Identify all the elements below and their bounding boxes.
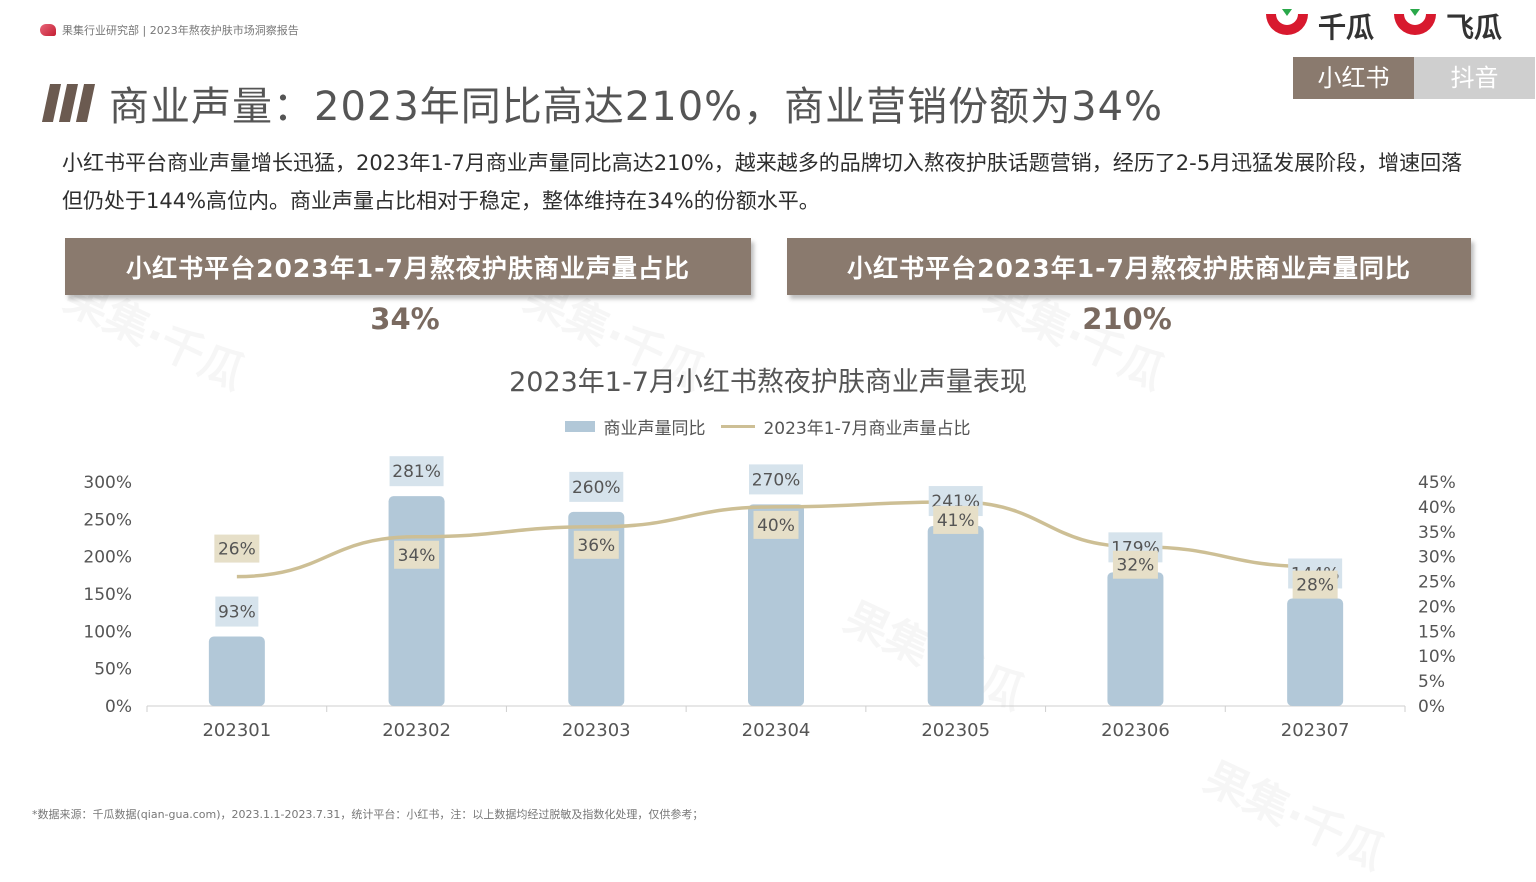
bar-label-bg — [215, 596, 259, 627]
y-right-tick-label: 25% — [1418, 573, 1456, 593]
combo-chart: 0% 50% 100% 150% 200% 250% 300% 0% 5% 10% 15% 20% 25… — [83, 456, 1456, 741]
feigua-logo-text: 飞瓜 — [1445, 11, 1502, 44]
y-left-tick-label: 0% — [105, 697, 132, 717]
bar — [1107, 572, 1164, 706]
bar-value-label: 270% — [752, 470, 801, 490]
bar — [388, 496, 445, 706]
chart-legend: 商业声量同比 2023年1-7月商业声量占比 — [0, 414, 1536, 439]
y-right-tick-label: 45% — [1418, 473, 1456, 493]
legend-line-swatch — [721, 425, 756, 428]
y-left-tick-label: 100% — [83, 622, 132, 642]
line-label-bg — [394, 540, 440, 569]
x-tick-label: 202305 — [921, 720, 990, 741]
line-value-label: 32% — [1117, 556, 1155, 576]
y-right-tick-label: 15% — [1418, 622, 1456, 642]
kpi-value-yoy: 210% — [1082, 302, 1172, 336]
breadcrumb-text: 果集行业研究部 | 2023年熬夜护肤市场洞察报告 — [62, 24, 299, 37]
kpi-value-share: 34% — [370, 302, 440, 336]
platform-tabs: 小红书 抖音 — [1293, 57, 1535, 99]
line-value-label: 34% — [398, 546, 436, 566]
bar-value-label: 260% — [572, 478, 621, 498]
y-right-tick-label: 40% — [1418, 498, 1456, 518]
line-value-label: 41% — [937, 511, 975, 531]
y-right-tick-label: 35% — [1418, 523, 1456, 543]
brand-logo-icon — [40, 24, 56, 36]
title-row: 商业声量：2023年同比高达210%，商业营销份额为34% — [41, 74, 1164, 132]
line-label-bg — [214, 534, 260, 563]
bar-label-bg — [389, 456, 444, 487]
tab-xiaohongshu[interactable]: 小红书 — [1293, 57, 1414, 99]
legend-bar-swatch — [565, 421, 596, 432]
bar-label-bg — [569, 471, 624, 502]
bar — [927, 526, 984, 706]
y-left-tick-label: 150% — [83, 585, 132, 605]
line-value-label: 36% — [577, 536, 615, 556]
bar — [568, 511, 625, 706]
kpi-banner-yoy: 小红书平台2023年1-7月熬夜护肤商业声量同比 — [787, 238, 1471, 295]
y-right-tick-label: 20% — [1418, 597, 1456, 617]
line-value-label: 26% — [218, 540, 256, 560]
line-value-label: 28% — [1296, 576, 1334, 596]
breadcrumb: 果集行业研究部 | 2023年熬夜护肤市场洞察报告 — [40, 22, 299, 38]
qiangua-logo: 千瓜 — [1262, 6, 1374, 46]
feigua-logo: 飞瓜 — [1390, 6, 1502, 46]
bar-value-label: 93% — [218, 603, 256, 623]
line-label-bg — [933, 505, 979, 534]
line-label-bg — [1292, 570, 1338, 599]
qiangua-logo-text: 千瓜 — [1317, 11, 1374, 44]
melon-icon — [1393, 9, 1436, 35]
y-right-tick-label: 5% — [1418, 672, 1445, 692]
y-right-tick-label: 30% — [1418, 548, 1456, 568]
y-right-tick-label: 0% — [1418, 697, 1445, 717]
bar — [1287, 598, 1344, 706]
logo-group: 千瓜 飞瓜 — [1262, 6, 1502, 46]
chart-title: 2023年1-7月小红书熬夜护肤商业声量表现 — [509, 367, 1027, 398]
melon-icon — [1265, 9, 1308, 35]
x-tick-label: 202302 — [382, 720, 451, 741]
legend-line-label: 2023年1-7月商业声量占比 — [763, 419, 971, 439]
kpi-banner-share: 小红书平台2023年1-7月熬夜护肤商业声量占比 — [65, 238, 751, 295]
tab-douyin[interactable]: 抖音 — [1414, 57, 1535, 99]
line-value-label: 40% — [757, 516, 795, 536]
y-left-tick-label: 200% — [83, 548, 132, 568]
legend-bar-label: 商业声量同比 — [603, 419, 706, 439]
bar — [748, 504, 804, 706]
y-left-tick-label: 50% — [94, 660, 132, 680]
x-tick-label: 202301 — [202, 720, 271, 741]
data-source-note: *数据来源：千瓜数据(qian-gua.com)，2023.1.1-2023.7… — [32, 808, 704, 821]
x-tick-label: 202303 — [562, 720, 631, 741]
line-label-bg — [753, 510, 799, 539]
bar-value-label: 281% — [392, 462, 441, 482]
description-text: 小红书平台商业声量增长迅猛，2023年1-7月商业声量同比高达210%，越来越多… — [62, 151, 1463, 213]
y-left-tick-label: 300% — [83, 473, 132, 493]
line-label-bg — [1112, 550, 1158, 579]
x-tick-label: 202304 — [742, 720, 811, 741]
page-title: 商业声量：2023年同比高达210%，商业营销份额为34% — [109, 84, 1164, 130]
y-right-tick-label: 10% — [1418, 647, 1456, 667]
line-label-bg — [573, 530, 619, 559]
x-tick-label: 202306 — [1101, 720, 1170, 741]
x-tick-label: 202307 — [1281, 720, 1350, 741]
y-left-tick-label: 250% — [83, 510, 132, 530]
bar — [208, 636, 265, 706]
bar-label-bg — [749, 464, 803, 495]
